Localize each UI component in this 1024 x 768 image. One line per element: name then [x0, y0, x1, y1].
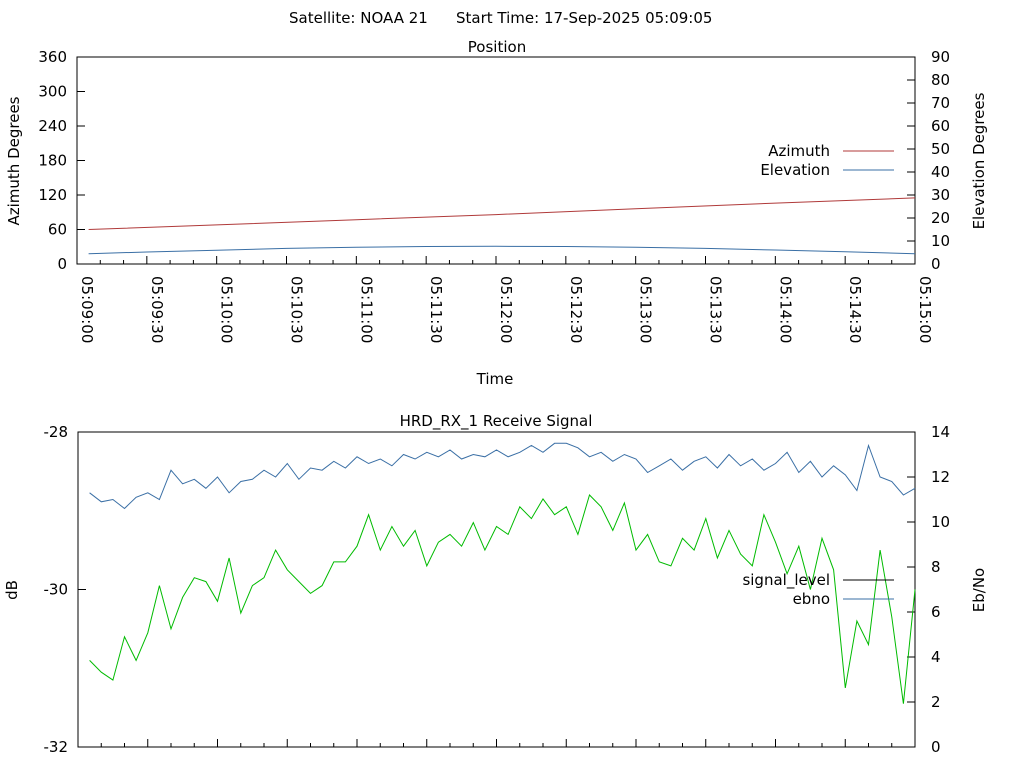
signal-y2-tick-label: 4 — [931, 648, 941, 666]
legend-signal-level-label: signal_level — [742, 571, 830, 590]
position-x-tick-label: 05:12:00 — [497, 276, 515, 343]
signal-y2-tick-label: 14 — [931, 423, 950, 441]
signal-y2-tick-label: 8 — [931, 558, 941, 576]
signal-y-tick-label: -28 — [44, 423, 69, 441]
start-time-label: Start Time: 17-Sep-2025 05:09:05 — [456, 9, 712, 27]
signal-y2-ticks: 0 2 4 6 8 10 12 14 — [907, 423, 950, 756]
signal-legend: signal_level ebno — [742, 571, 894, 608]
position-legend: Azimuth Elevation — [760, 142, 894, 179]
signal-y-tick-label: -32 — [44, 738, 69, 756]
position-series-line-azimuth — [88, 197, 916, 230]
position-x-tick-label: 05:11:30 — [427, 276, 445, 343]
position-y2-tick-label: 40 — [931, 163, 950, 181]
position-y-ticks: 0 60 120 180 240 300 360 — [38, 48, 85, 273]
signal-y-ticks: -32 -30 -28 — [44, 423, 86, 756]
position-y2-tick-label: 10 — [931, 232, 950, 250]
position-y2-tick-label: 60 — [931, 117, 950, 135]
position-x-tick-label: 05:09:00 — [78, 276, 96, 343]
position-y2-tick-label: 20 — [931, 209, 950, 227]
signal-x-ticks — [77, 739, 916, 747]
legend-azimuth-label: Azimuth — [768, 142, 830, 160]
position-y2-tick-label: 30 — [931, 186, 950, 204]
position-y-tick-label: 120 — [38, 186, 67, 204]
position-x-tick-label: 05:12:30 — [567, 276, 585, 343]
signal-y2-tick-label: 2 — [931, 693, 941, 711]
satellite-label: Satellite: NOAA 21 — [289, 9, 428, 27]
signal-y2-tick-label: 0 — [931, 738, 941, 756]
signal-plot-frame — [77, 431, 916, 748]
position-y-tick-label: 240 — [38, 117, 67, 135]
position-x-tick-label: 05:10:00 — [218, 276, 236, 343]
position-y-tick-label: 60 — [48, 221, 67, 239]
position-y2-axis-label: Elevation Degrees — [970, 92, 988, 229]
position-y2-tick-label: 70 — [931, 94, 950, 112]
position-y-tick-label: 180 — [38, 152, 67, 170]
signal-y2-tick-label: 12 — [931, 468, 950, 486]
position-x-tick-label: 05:14:00 — [776, 276, 794, 343]
signal-y2-tick-label: 10 — [931, 513, 950, 531]
position-x-tick-label: 05:15:00 — [916, 276, 934, 343]
position-x-axis-label: Time — [476, 370, 514, 388]
position-y-tick-label: 360 — [38, 48, 67, 66]
signal-series-line-ebno — [89, 442, 916, 510]
position-y2-tick-label: 80 — [931, 71, 950, 89]
position-x-tick-label: 05:11:00 — [357, 276, 375, 343]
position-series-line-elevation — [88, 245, 916, 255]
position-x-tick-label: 05:09:30 — [148, 276, 166, 343]
position-x-tick-label: 05:10:30 — [288, 276, 306, 343]
legend-ebno-label: ebno — [793, 590, 830, 608]
position-chart-title: Position — [468, 38, 526, 56]
position-x-tick-label: 05:13:00 — [637, 276, 655, 343]
position-y2-ticks: 0 10 20 30 40 50 60 70 80 90 — [907, 48, 950, 273]
signal-series-line-signal-level — [89, 494, 916, 704]
position-x-tick-label: 05:13:30 — [707, 276, 725, 343]
signal-y-axis-label: dB — [3, 580, 21, 600]
legend-elevation-label: Elevation — [760, 161, 830, 179]
position-y2-tick-label: 0 — [931, 255, 941, 273]
signal-chart-title: HRD_RX_1 Receive Signal — [400, 412, 593, 431]
signal-y2-axis-label: Eb/No — [970, 568, 988, 612]
position-series — [88, 197, 916, 255]
position-y2-tick-label: 50 — [931, 140, 950, 158]
position-chart: Position Azimuth Degrees Elevation Degre… — [5, 38, 988, 388]
position-y2-tick-label: 90 — [931, 48, 950, 66]
position-y-tick-label: 0 — [57, 255, 67, 273]
position-x-ticks: 05:09:00 05:09:30 05:10:00 05:10:30 05:11:00… — [76, 256, 934, 343]
receive-signal-chart: HRD_RX_1 Receive Signal dB Eb/No -32-30-… — [3, 412, 988, 756]
signal-y2-tick-label: 6 — [931, 603, 941, 621]
position-y-tick-label: 300 — [38, 83, 67, 101]
signal-y-tick-label: -30 — [44, 581, 69, 599]
position-x-tick-label: 05:14:30 — [846, 276, 864, 343]
signal-series — [89, 442, 916, 704]
position-y-axis-label: Azimuth Degrees — [5, 96, 23, 225]
